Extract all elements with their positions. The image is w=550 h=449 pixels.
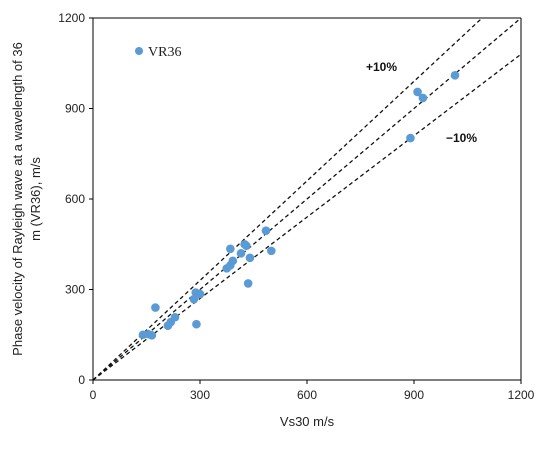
data-point [195, 289, 205, 299]
legend: VR36 [135, 45, 181, 60]
y-axis-title-line-2: m (VR36), m/s [28, 157, 43, 241]
y-tick-label: 900 [65, 102, 85, 116]
legend-marker [135, 47, 143, 55]
data-point [406, 133, 415, 143]
reference-line-minus-10-percent [92, 53, 522, 381]
data-point [243, 279, 253, 288]
data-point [192, 319, 201, 329]
y-axis-title-line-1: Phase velocity of Rayleigh wave at a wav… [10, 42, 25, 356]
data-point [228, 256, 238, 266]
data-points [138, 71, 460, 340]
x-tick-label: 300 [190, 388, 210, 402]
x-tick-labels: 0 300 600 900 1200 [90, 388, 535, 402]
x-tick-label: 1200 [508, 388, 535, 402]
data-point [245, 253, 255, 263]
y-tick-label: 300 [65, 283, 85, 297]
x-tick-label: 900 [404, 388, 424, 402]
data-point [151, 303, 160, 312]
data-point [267, 246, 276, 256]
data-point [236, 249, 246, 258]
data-point [189, 294, 199, 304]
data-point [450, 71, 460, 80]
y-tick-label: 1200 [58, 11, 85, 25]
data-point [418, 93, 428, 103]
y-axis-title: Phase velocity of Rayleigh wave at a wav… [10, 42, 43, 356]
data-point [242, 241, 251, 251]
reference-line-plus-10-percent [92, 17, 483, 381]
axes [89, 17, 522, 384]
y-tick-label: 600 [65, 192, 85, 206]
y-tick-labels: 0 300 600 900 1200 [58, 11, 85, 387]
data-point [147, 331, 157, 340]
data-point [413, 87, 422, 97]
x-tick-label: 600 [297, 388, 317, 402]
data-point [261, 226, 271, 235]
data-point [226, 244, 235, 254]
annotation-minus-10-percent: −10% [446, 131, 477, 145]
x-axis-title: Vs30 m/s [280, 414, 335, 429]
annotation-plus-10-percent: +10% [366, 60, 397, 74]
x-tick-label: 0 [90, 388, 97, 402]
reference-lines [92, 17, 522, 381]
legend-label: VR36 [148, 45, 181, 60]
data-point [170, 312, 180, 322]
reference-line-1-to-1 [92, 17, 522, 381]
y-tick-label: 0 [78, 373, 85, 387]
